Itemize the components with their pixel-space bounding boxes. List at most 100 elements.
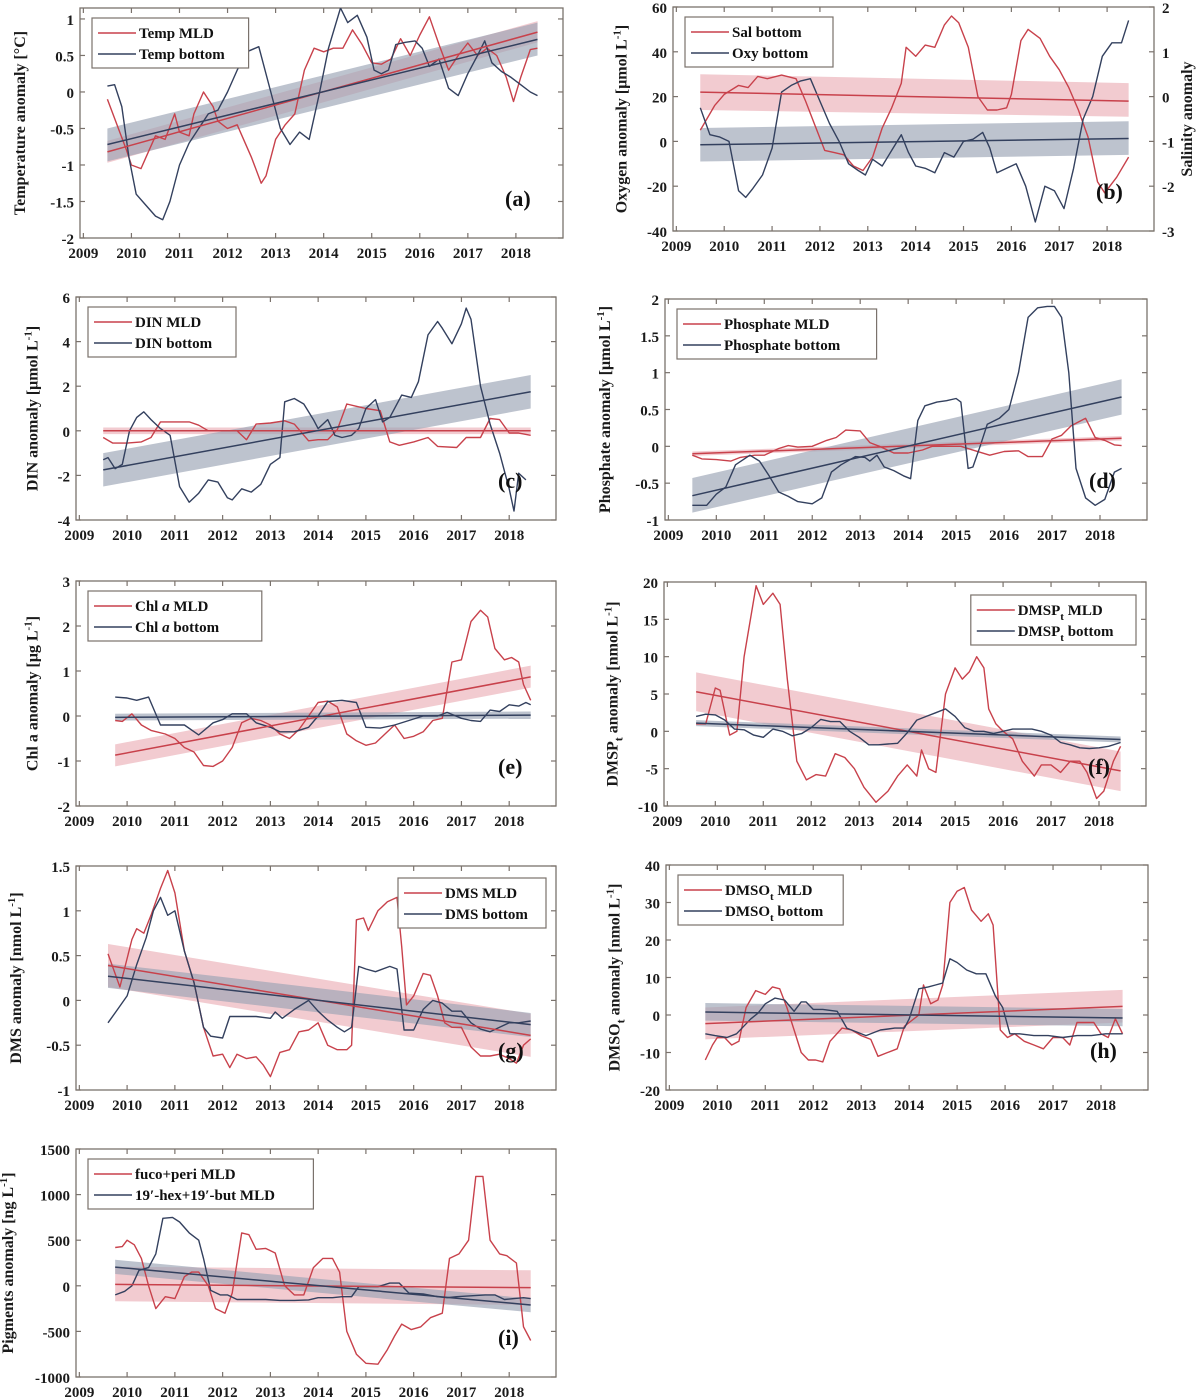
x-tick-label: 2013 — [846, 1098, 876, 1114]
series-line-bottom — [692, 305, 1122, 506]
series-line-bottom — [107, 896, 531, 1039]
y-tick-label: -2 — [58, 800, 71, 816]
legend-label: DMS MLD — [445, 886, 517, 902]
x-tick-label: 2009 — [661, 239, 691, 255]
panel-e: 2009 2010 2011 2012 2013 2014 2015 2016 2017 2018… — [23, 575, 557, 830]
y-tick-label: 0 — [651, 725, 659, 741]
legend-label: Oxy bottom — [732, 46, 809, 62]
panel-b: 2009 2010 2011 2012 2013 2014 2015 2016 2017 2018… — [611, 1, 1196, 255]
trend-line-bottom — [107, 38, 538, 146]
x-tick-label: 2018 — [501, 246, 531, 262]
y-axis-label: DMSPt anomaly [nmol L-1] — [602, 601, 625, 786]
y-tick-label: -1 — [62, 159, 75, 175]
x-tick-label: 2010 — [112, 528, 142, 544]
x-tick-label: 2010 — [700, 814, 730, 830]
x-tick-label: 2009 — [64, 528, 94, 544]
y-tick-label: 2 — [63, 380, 71, 396]
legend-box — [87, 1158, 314, 1210]
x-tick-label: 2014 — [309, 246, 340, 262]
panel-i: 2009 2010 2011 2012 2013 2014 2015 2016 2017 2018… — [0, 1143, 557, 1398]
y-tick-label: 0 — [63, 425, 71, 441]
x-tick-label: 2017 — [453, 246, 484, 262]
panel-tag: (i) — [498, 1325, 519, 1350]
x-tick-label: 2012 — [805, 239, 835, 255]
y-tick-label: -20 — [647, 180, 667, 196]
y-tick-label: 0 — [660, 135, 668, 151]
legend-box — [397, 877, 547, 929]
x-tick-label: 2012 — [796, 814, 826, 830]
y-axis-label: DMSOt anomaly [nmol L-1] — [604, 884, 627, 1072]
x-tick-label: 2015 — [351, 1385, 381, 1398]
y-tick-label: 1 — [67, 13, 75, 29]
x-tick-label: 2012 — [213, 246, 243, 262]
y-tick-label: 0 — [63, 1280, 71, 1296]
plot-area — [107, 869, 532, 1078]
legend-box — [91, 17, 250, 69]
x-tick-label: 2009 — [64, 1098, 94, 1114]
x-tick-label: 2018 — [1086, 1098, 1116, 1114]
plot-area — [114, 1175, 532, 1365]
x-tick-label: 2017 — [446, 528, 477, 544]
y-tick-label: -2 — [58, 469, 71, 485]
y-tick-label: 40 — [645, 859, 660, 875]
plot-frame — [75, 296, 557, 521]
x-tick-label: 2014 — [303, 528, 334, 544]
x-tick-label: 2016 — [996, 239, 1027, 255]
y-tick-label: 20 — [643, 576, 658, 592]
x-tick-label: 2011 — [750, 528, 779, 544]
y-tick-label: 0 — [653, 1009, 661, 1025]
y-tick-label: 2 — [652, 293, 660, 309]
legend-box — [676, 308, 878, 360]
y-tick-label: -1.5 — [50, 195, 74, 211]
y-tick-label: 1000 — [40, 1189, 70, 1205]
series-line-bottom — [705, 958, 1123, 1039]
x-tick-label: 2011 — [160, 1098, 189, 1114]
y-tick-label: 60 — [652, 1, 667, 17]
series-line-bottom — [102, 307, 527, 512]
legend-label: DMS bottom — [445, 907, 528, 923]
x-tick-label: 2014 — [303, 1098, 334, 1114]
x-tick-label: 2015 — [351, 1098, 381, 1114]
y-tick-label: 0 — [652, 440, 660, 456]
x-tick-label: 2018 — [494, 1098, 524, 1114]
y-tick-label: 3 — [63, 575, 71, 591]
series-line-mld — [106, 16, 538, 184]
panel-tag: (h) — [1090, 1038, 1117, 1063]
y-tick-label: 0.5 — [640, 404, 659, 420]
y-tick-label: 30 — [645, 897, 660, 913]
series-line-mld — [115, 609, 532, 768]
x-tick-label: 2014 — [893, 528, 924, 544]
x-tick-label: 2015 — [942, 1098, 972, 1114]
plot-area — [102, 307, 531, 512]
x-tick-label: 2012 — [208, 1385, 238, 1398]
x-tick-label: 2010 — [112, 1385, 142, 1398]
y-tick-label: 1 — [63, 665, 71, 681]
trend-line-bottom — [103, 391, 531, 471]
plot-frame — [79, 7, 564, 239]
panel-f: 2009 2010 2011 2012 2013 2014 2015 2016 2017 2018… — [602, 576, 1147, 830]
legend: DMS MLD DMS bottom — [397, 877, 547, 929]
series-line-bottom — [114, 1216, 531, 1302]
x-tick-label: 2015 — [357, 246, 387, 262]
y-tick-label-right: -2 — [1162, 180, 1175, 196]
panel-a: 2009 2010 2011 2012 2013 2014 2015 2016 2017 2018… — [12, 7, 564, 262]
y-tick-label-right: 0 — [1162, 91, 1170, 107]
legend-label: fuco+peri MLD — [135, 1167, 236, 1183]
legend-box — [684, 16, 834, 68]
x-tick-label: 2016 — [988, 814, 1019, 830]
series-line-bottom — [699, 20, 1130, 223]
panel-tag: (e) — [498, 754, 522, 779]
y-tick-label: 4 — [63, 336, 71, 352]
y-axis-label: DMS anomaly [nmol L-1] — [6, 892, 25, 1063]
x-tick-label: 2009 — [652, 814, 682, 830]
y-tick-label: 15 — [643, 613, 658, 629]
panel-tag: (c) — [498, 468, 522, 493]
legend: Phosphate MLD Phosphate bottom — [676, 308, 878, 360]
y-tick-label-right: -3 — [1162, 225, 1175, 241]
x-tick-label: 2016 — [990, 1098, 1021, 1114]
trend-line-bottom — [107, 975, 531, 1026]
x-tick-label: 2018 — [494, 814, 524, 830]
plot-frame — [75, 580, 557, 807]
panel-tag: (b) — [1096, 179, 1123, 204]
